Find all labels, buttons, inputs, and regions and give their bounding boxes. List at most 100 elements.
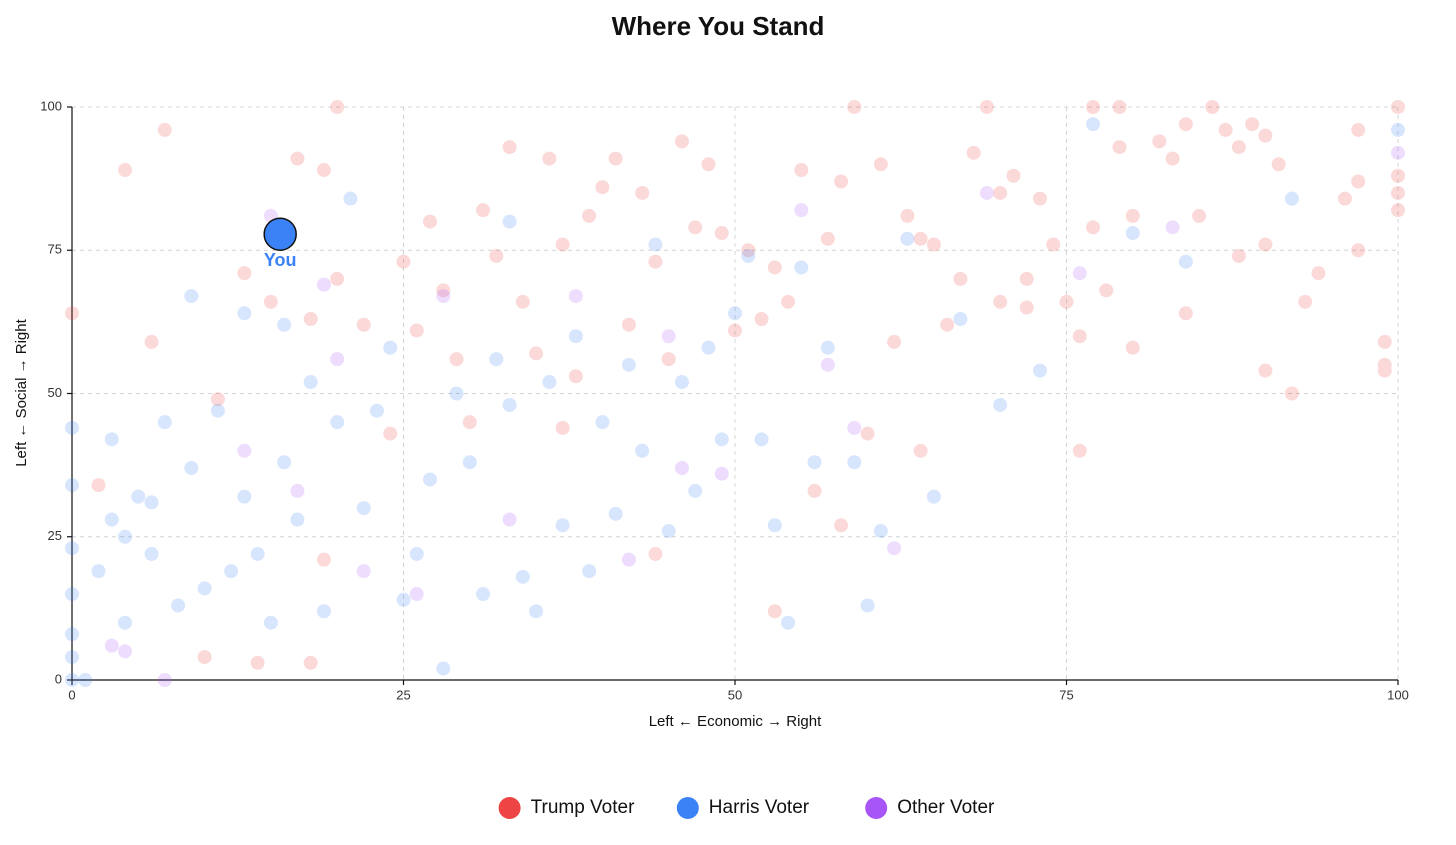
point [224,564,239,579]
point [568,289,583,304]
point [1271,157,1286,172]
point [608,506,623,521]
point [197,581,212,596]
point [356,564,371,579]
point [688,483,703,498]
point [316,163,331,178]
point [277,455,292,470]
point [1125,226,1140,241]
point [767,518,782,533]
point [65,541,79,556]
point [263,294,278,309]
point [1231,140,1246,155]
point [65,420,79,435]
point [1072,443,1087,458]
point [754,312,769,327]
point [635,443,650,458]
point [1178,306,1193,321]
point [423,472,438,487]
point [131,489,146,504]
point [449,386,464,401]
point [887,541,902,556]
point [993,185,1008,200]
point [529,346,544,361]
point [1377,357,1392,372]
point [449,352,464,367]
point [1086,220,1101,235]
point [555,420,570,435]
you-point [263,217,297,251]
point [1351,122,1366,137]
point [104,512,119,527]
legend-swatch [865,797,888,819]
point [966,145,981,160]
point [648,546,663,561]
point [913,231,928,246]
point [674,460,689,475]
point [65,587,79,602]
point [423,214,438,229]
point [383,340,398,355]
point [926,489,941,504]
point [1099,283,1114,298]
point [396,254,411,269]
point [118,529,133,544]
point [1258,128,1273,143]
point [409,587,424,602]
point [1298,294,1313,309]
x-tick-label: 100 [1387,687,1409,702]
point [1284,386,1299,401]
point [1152,134,1167,149]
point [1231,248,1246,263]
point [263,615,278,630]
point [794,163,809,178]
point [1258,237,1273,252]
point [1165,220,1180,235]
point [316,277,331,292]
point [290,483,305,498]
point [1351,243,1366,258]
point [873,524,888,539]
point [820,340,835,355]
point [1258,363,1273,378]
point [462,415,477,430]
point [979,100,994,114]
point [436,289,451,304]
point [873,157,888,172]
point [714,226,729,241]
point [674,375,689,390]
point [144,495,159,510]
point [781,615,796,630]
point [1086,100,1101,114]
point [489,248,504,263]
point [940,317,955,332]
point [847,455,862,470]
point [383,426,398,441]
y-tick-label: 75 [48,242,62,257]
point [210,392,225,407]
point [250,655,265,670]
point [515,294,530,309]
point [754,432,769,447]
legend-label: Trump Voter [531,797,636,818]
point [65,306,79,321]
point [104,432,119,447]
point [330,100,345,114]
point [277,317,292,332]
point [184,289,199,304]
point [608,151,623,166]
point [1019,271,1034,286]
point [1165,151,1180,166]
point [436,661,451,676]
point [396,592,411,607]
point [661,524,676,539]
point [993,397,1008,412]
point [595,180,610,195]
point [542,151,557,166]
point [157,673,172,687]
legend-swatch [676,797,699,819]
point [237,266,252,281]
point [595,415,610,430]
point [409,546,424,561]
point [674,134,689,149]
